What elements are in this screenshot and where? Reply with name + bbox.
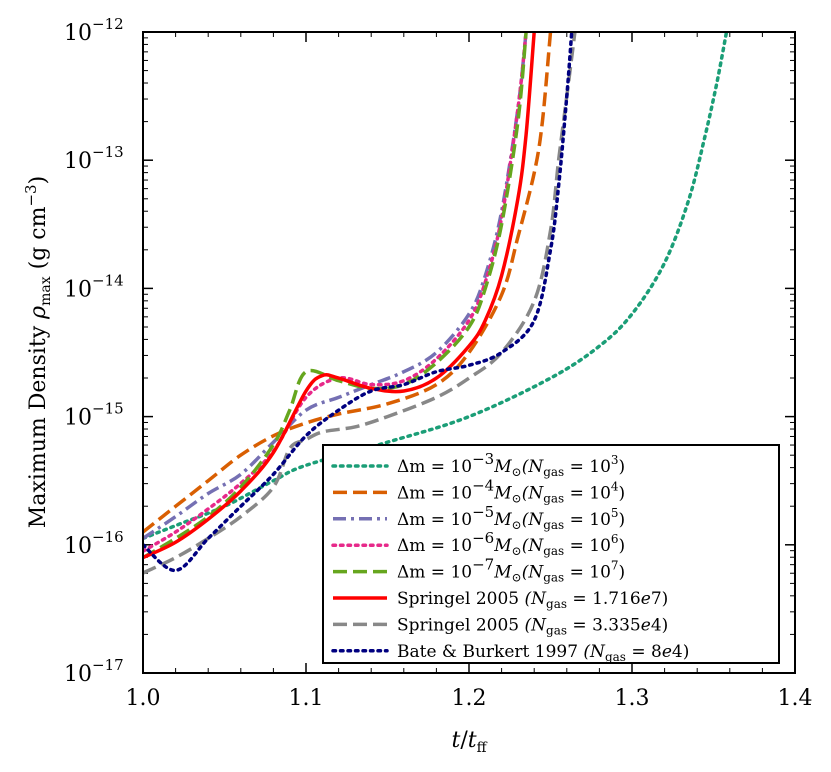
y-axis-label: Maximum Density ρmax (g cm−3) <box>22 176 54 528</box>
y-tick-label: 10−13 <box>64 143 124 174</box>
y-tick-label: 10−12 <box>64 15 124 46</box>
xlabel-tff-sub: ff <box>477 740 488 756</box>
legend-label-8: Bate & Burkert 1997 (Ngas = 8e4) <box>397 642 689 664</box>
legend-label-5: Δm = 10−7M⊙(Ngas = 107) <box>397 556 625 585</box>
y-tick-label: 10−14 <box>64 271 124 302</box>
ylabel-rho-sub: max <box>38 276 54 306</box>
series-line-8 <box>143 32 574 573</box>
x-axis-label: t/tff <box>451 728 487 756</box>
legend-box <box>322 444 780 664</box>
y-tick-label: 10−15 <box>64 400 124 431</box>
ylabel-unit-open: (g cm <box>26 206 51 276</box>
y-tick-label: 10−16 <box>64 528 124 559</box>
axis-ticks: 1.0 1.1 1.2 1.3 1.4 10−12 10−13 10−14 10−15 10−16… <box>64 15 813 711</box>
ylabel-rho: ρ <box>26 306 51 320</box>
ylabel-unit-close: ) <box>26 176 51 185</box>
series-line-4 <box>143 32 528 553</box>
legend-label-4: Δm = 10−6M⊙(Ngas = 106) <box>397 529 625 558</box>
x-tick-label: 1.3 <box>615 686 650 711</box>
x-tick-label: 1.1 <box>289 686 324 711</box>
series-line-1 <box>143 32 729 541</box>
xlabel-tff: t <box>468 728 477 753</box>
legend-label-1: Δm = 10−3M⊙(Ngas = 103) <box>397 450 625 479</box>
series-line-7 <box>143 32 577 575</box>
legend: Δm = 10−3M⊙(Ngas = 103)Δm = 10−4M⊙(Ngas … <box>322 444 780 664</box>
x-tick-label: 1.4 <box>778 686 813 711</box>
ylabel-main: Maximum Density <box>26 319 51 528</box>
legend-label-6: Springel 2005 (Ngas = 1.716e7) <box>397 589 668 611</box>
ylabel-unit-exp: −3 <box>22 184 40 206</box>
legend-label-3: Δm = 10−5M⊙(Ngas = 105) <box>397 503 625 532</box>
xlabel-slash: / <box>460 728 468 753</box>
legend-label-2: Δm = 10−4M⊙(Ngas = 104) <box>397 476 625 505</box>
series-line-5 <box>143 32 528 560</box>
x-tick-label: 1.2 <box>452 686 487 711</box>
series-line-2 <box>143 32 553 534</box>
plot-frame <box>142 31 796 674</box>
legend-label-7: Springel 2005 (Ngas = 3.335e4) <box>397 615 668 637</box>
y-tick-label: 10−17 <box>64 656 124 687</box>
plot-area <box>143 32 729 575</box>
xlabel-t: t <box>451 728 460 753</box>
x-tick-label: 1.0 <box>126 686 161 711</box>
